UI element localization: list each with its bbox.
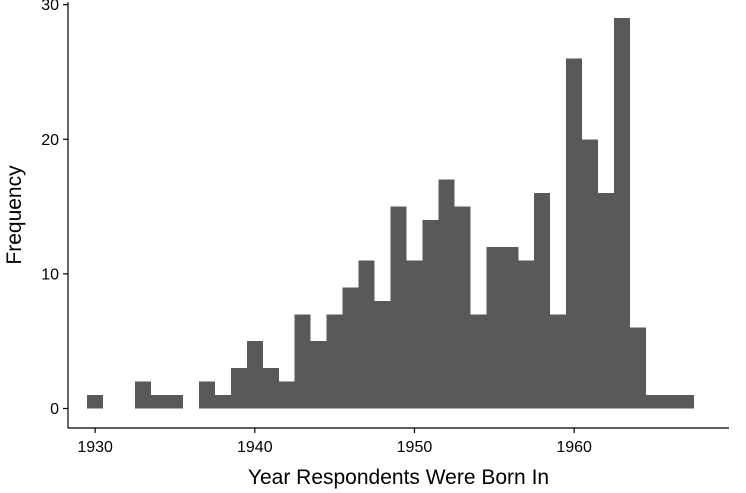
histogram-bar-1953 <box>454 206 471 409</box>
histogram-bar-1951 <box>422 220 439 409</box>
bars-group <box>87 18 694 409</box>
histogram-bar-1933 <box>135 381 152 409</box>
histogram-bar-1945 <box>326 314 343 409</box>
histogram-bar-1957 <box>518 260 535 409</box>
histogram-bar-1946 <box>342 287 359 409</box>
histogram-bar-1950 <box>406 260 423 409</box>
x-tick-label-1950: 1950 <box>397 439 433 456</box>
axes-group <box>67 2 729 429</box>
x-tick-label-1940: 1940 <box>237 439 273 456</box>
histogram-bar-1949 <box>390 206 407 409</box>
histogram-bar-1954 <box>470 314 487 409</box>
histogram-bar-1942 <box>278 381 295 409</box>
histogram-bar-1938 <box>214 395 231 409</box>
x-tick-label-1960: 1960 <box>556 439 592 456</box>
histogram-bar-1967 <box>677 395 694 409</box>
y-tick-label-30: 30 <box>41 0 59 14</box>
x-ticks-group: 1930 1940 1950 1960 <box>77 428 592 456</box>
histogram-bar-1955 <box>486 246 503 409</box>
y-axis-title: Frequency <box>3 165 26 265</box>
histogram-bar-1930 <box>87 395 104 409</box>
histogram-bar-1937 <box>198 381 215 409</box>
histogram-bar-1956 <box>502 246 519 409</box>
histogram-bar-1961 <box>582 139 599 409</box>
histogram-bar-1940 <box>246 341 263 409</box>
histogram-bar-1958 <box>534 193 551 409</box>
histogram-bar-1960 <box>566 58 583 409</box>
histogram-bar-1963 <box>614 18 631 409</box>
histogram-bar-1964 <box>630 327 646 409</box>
x-axis-title: Year Respondents Were Born In <box>248 466 549 489</box>
histogram-bar-1934 <box>151 395 167 409</box>
histogram-bar-1959 <box>550 314 567 409</box>
histogram-bar-1941 <box>262 368 279 409</box>
y-tick-label-10: 10 <box>41 266 59 283</box>
x-tick-label-1930: 1930 <box>77 439 113 456</box>
histogram-bar-1947 <box>358 260 375 409</box>
histogram-bar-1965 <box>645 395 662 409</box>
y-tick-label-0: 0 <box>50 401 59 418</box>
histogram-bar-1948 <box>374 300 391 409</box>
histogram-bar-1939 <box>230 368 247 409</box>
histogram-bar-1943 <box>294 314 311 409</box>
histogram-bar-1944 <box>310 341 327 409</box>
histogram-bar-1935 <box>166 395 183 409</box>
y-ticks-group: 0 10 20 30 <box>41 0 68 418</box>
histogram-bar-1962 <box>598 193 615 409</box>
histogram-bar-1966 <box>661 395 678 409</box>
y-tick-label-20: 20 <box>41 132 59 149</box>
histogram-bar-1952 <box>438 179 455 409</box>
